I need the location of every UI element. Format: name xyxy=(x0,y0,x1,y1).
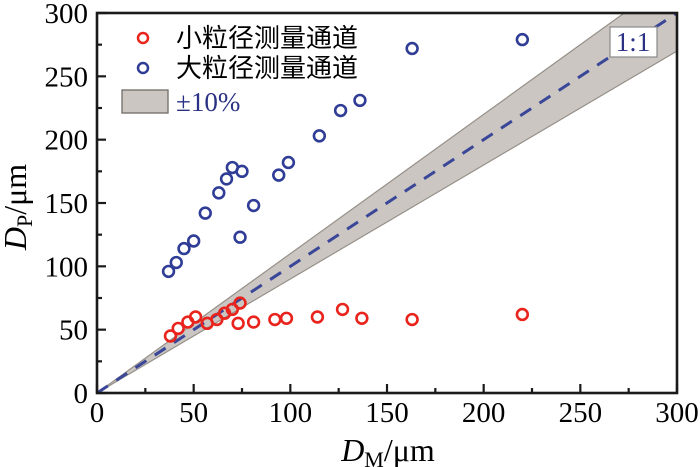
data-point xyxy=(355,311,369,325)
series-large-particle-channel xyxy=(161,32,530,279)
y-tick-label: 200 xyxy=(45,125,89,157)
x-tick-label: 100 xyxy=(269,397,313,429)
data-point xyxy=(169,255,183,270)
x-tick-label: 50 xyxy=(179,397,208,429)
y-axis-title-symbol: D xyxy=(0,227,33,251)
x-axis-title-subscript: M xyxy=(364,447,384,467)
x-tick-label: 0 xyxy=(90,397,105,429)
data-point xyxy=(405,312,419,327)
data-point xyxy=(246,315,261,329)
x-tick-label: 150 xyxy=(365,397,409,429)
data-point xyxy=(333,103,348,118)
x-tick-label: 300 xyxy=(655,397,699,429)
data-point xyxy=(515,307,530,322)
data-point xyxy=(515,32,530,47)
data-point xyxy=(188,310,203,324)
legend-label-large-channel: 大粒径测量通道 xyxy=(176,54,358,83)
x-axis-tick-labels: 0 50 100 150 200 250 300 xyxy=(90,397,699,429)
data-point xyxy=(198,206,212,220)
data-point xyxy=(186,234,201,248)
data-point xyxy=(235,164,249,179)
data-point xyxy=(272,168,286,182)
x-axis-title-symbol: D xyxy=(340,432,364,467)
y-tick-label: 250 xyxy=(45,61,89,93)
data-point xyxy=(281,155,296,170)
legend-marker-small-channel-icon xyxy=(136,31,150,45)
ratio-annotation: 1:1 xyxy=(609,26,658,58)
y-tick-label: 100 xyxy=(45,251,89,283)
data-point xyxy=(246,198,261,213)
legend-label-small-channel: 小粒径测量通道 xyxy=(176,24,358,53)
x-axis-title: DM/μm xyxy=(340,432,435,467)
y-axis-title-subscript: P xyxy=(12,215,37,227)
legend-band-swatch-icon xyxy=(121,89,169,114)
legend: 小粒径测量通道 大粒径测量通道 ±10% xyxy=(121,24,358,117)
data-point xyxy=(335,302,350,317)
data-point xyxy=(210,312,224,327)
ratio-annotation-box xyxy=(609,26,658,58)
data-point xyxy=(163,329,178,343)
legend-marker-large-channel-icon xyxy=(136,61,150,75)
data-point xyxy=(312,129,327,143)
data-point xyxy=(212,186,226,200)
data-point xyxy=(177,241,191,256)
y-axis-tick-labels: 0 50 100 150 200 250 300 xyxy=(45,0,89,410)
data-point xyxy=(233,296,247,310)
data-point xyxy=(233,230,247,244)
data-point xyxy=(171,321,185,336)
y-tick-label: 300 xyxy=(45,0,89,30)
data-point xyxy=(231,316,245,331)
y-tick-label: 0 xyxy=(74,378,89,410)
ratio-annotation-label: 1:1 xyxy=(616,27,651,57)
data-point xyxy=(405,41,419,56)
y-axis-ticks xyxy=(97,11,106,395)
data-point xyxy=(353,93,367,108)
data-point xyxy=(219,172,234,186)
data-point xyxy=(225,302,240,317)
x-tick-label: 200 xyxy=(462,397,506,429)
y-axis-title-unit: /μm xyxy=(0,164,33,215)
one-to-one-line xyxy=(96,11,678,395)
y-tick-label: 50 xyxy=(59,315,88,347)
series-small-particle-channel xyxy=(163,296,530,343)
data-point xyxy=(310,310,325,324)
y-tick-label: 150 xyxy=(45,188,89,220)
data-point xyxy=(161,264,176,279)
y-axis-title: DP/μm xyxy=(0,164,37,251)
x-tick-label: 250 xyxy=(559,397,603,429)
data-point xyxy=(279,311,294,325)
x-axis-ticks xyxy=(95,384,679,393)
legend-label-tolerance-band: ±10% xyxy=(176,87,240,117)
x-axis-title-unit: /μm xyxy=(384,432,435,467)
data-point xyxy=(268,312,282,327)
